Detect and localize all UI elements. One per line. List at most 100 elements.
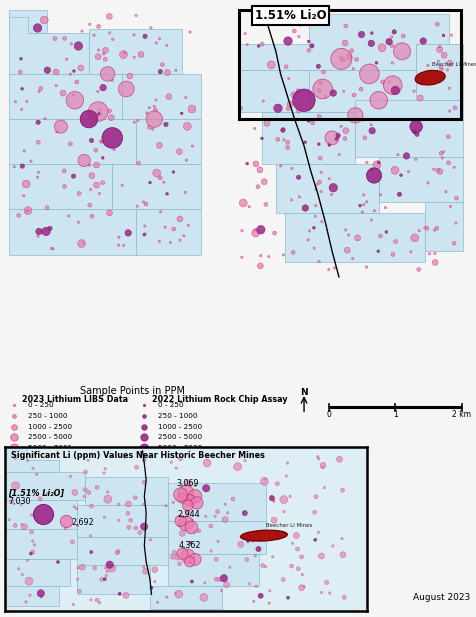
Point — [287, 195, 295, 205]
Point — [317, 167, 324, 177]
Point — [186, 537, 194, 547]
Point — [283, 143, 291, 152]
Point — [259, 96, 267, 106]
Point — [393, 150, 401, 160]
Point — [308, 118, 316, 128]
Point — [108, 75, 116, 85]
Point — [341, 38, 348, 48]
Point — [184, 500, 191, 510]
Point — [24, 206, 32, 216]
Point — [186, 557, 193, 566]
Point — [28, 510, 35, 520]
Point — [118, 180, 126, 190]
Point — [348, 64, 356, 73]
Text: 4,362: 4,362 — [178, 541, 201, 550]
Point — [187, 523, 195, 532]
Point — [131, 493, 139, 503]
Point — [48, 243, 55, 253]
Point — [437, 153, 445, 163]
Point — [284, 104, 291, 114]
Point — [49, 244, 57, 254]
Point — [163, 68, 171, 78]
Point — [98, 574, 105, 584]
Point — [176, 559, 183, 569]
Point — [62, 516, 70, 526]
Point — [429, 164, 436, 174]
Polygon shape — [285, 213, 425, 262]
Point — [132, 10, 139, 20]
Polygon shape — [10, 74, 121, 119]
Point — [95, 45, 102, 55]
Point — [195, 526, 202, 536]
Point — [388, 80, 396, 90]
Point — [115, 499, 122, 509]
Point — [277, 161, 284, 171]
Point — [73, 503, 80, 513]
Point — [257, 251, 264, 260]
Point — [122, 590, 129, 600]
Point — [367, 28, 375, 38]
Point — [24, 455, 31, 465]
Point — [261, 562, 269, 572]
Point — [60, 181, 68, 191]
Polygon shape — [168, 521, 265, 553]
Polygon shape — [378, 157, 462, 202]
Point — [106, 106, 113, 116]
Point — [88, 501, 95, 511]
Point — [228, 494, 236, 504]
Polygon shape — [10, 209, 135, 255]
Point — [85, 114, 92, 124]
Point — [95, 189, 103, 199]
Point — [93, 595, 101, 605]
Point — [289, 89, 297, 99]
Point — [178, 109, 185, 118]
Point — [412, 130, 420, 139]
Point — [73, 77, 80, 87]
Point — [177, 516, 184, 526]
FancyBboxPatch shape — [3, 457, 23, 462]
Point — [124, 499, 132, 509]
Point — [186, 499, 194, 509]
Point — [310, 507, 318, 517]
Point — [345, 52, 352, 62]
Point — [215, 574, 222, 584]
Point — [315, 112, 322, 122]
Point — [432, 223, 440, 233]
Point — [130, 52, 138, 62]
Point — [378, 77, 386, 87]
Point — [441, 187, 449, 197]
Bar — [238, 10, 460, 119]
Polygon shape — [238, 14, 448, 70]
Point — [126, 71, 133, 81]
Point — [257, 225, 264, 234]
Point — [23, 555, 31, 565]
Point — [436, 62, 444, 72]
Point — [260, 177, 268, 187]
Point — [140, 411, 148, 421]
Point — [335, 149, 342, 159]
Point — [52, 67, 60, 77]
Point — [155, 236, 163, 246]
Point — [151, 105, 159, 115]
Point — [191, 481, 199, 491]
Point — [80, 155, 88, 165]
Point — [391, 86, 398, 96]
Point — [116, 589, 123, 598]
Point — [251, 228, 259, 238]
Point — [39, 510, 47, 520]
Point — [226, 562, 233, 572]
Point — [402, 151, 409, 161]
Point — [352, 54, 359, 64]
Point — [53, 127, 60, 137]
Point — [17, 500, 25, 510]
Point — [213, 507, 221, 516]
Point — [293, 544, 301, 554]
Point — [186, 27, 193, 37]
Point — [171, 589, 179, 598]
Point — [367, 126, 375, 136]
Point — [435, 42, 443, 52]
Point — [16, 67, 24, 77]
Point — [334, 131, 341, 141]
Point — [385, 37, 392, 47]
Point — [266, 586, 273, 596]
